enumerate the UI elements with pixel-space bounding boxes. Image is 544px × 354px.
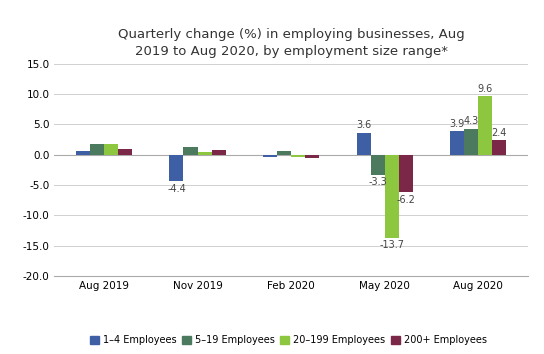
Bar bbox=[464, 129, 478, 155]
Text: 3.6: 3.6 bbox=[356, 120, 371, 131]
Bar bbox=[492, 140, 506, 155]
Bar bbox=[183, 148, 197, 155]
Text: 4.3: 4.3 bbox=[463, 116, 479, 126]
Bar bbox=[399, 155, 413, 192]
Text: 9.6: 9.6 bbox=[478, 84, 493, 94]
Text: 2.4: 2.4 bbox=[491, 128, 507, 138]
Bar bbox=[76, 150, 90, 155]
Text: -3.3: -3.3 bbox=[368, 177, 387, 187]
Bar bbox=[291, 155, 305, 156]
Bar bbox=[450, 131, 464, 155]
Bar bbox=[90, 144, 104, 155]
Bar bbox=[169, 155, 183, 182]
Bar bbox=[118, 149, 132, 155]
Title: Quarterly change (%) in employing businesses, Aug
2019 to Aug 2020, by employmen: Quarterly change (%) in employing busine… bbox=[118, 28, 465, 58]
Text: -4.4: -4.4 bbox=[167, 184, 186, 194]
Text: -6.2: -6.2 bbox=[396, 195, 415, 205]
Bar bbox=[104, 144, 118, 155]
Text: 3.9: 3.9 bbox=[449, 119, 465, 129]
Bar bbox=[385, 155, 399, 238]
Bar bbox=[356, 133, 370, 155]
Bar bbox=[263, 155, 277, 157]
Bar bbox=[277, 151, 291, 155]
Text: -13.7: -13.7 bbox=[379, 240, 404, 250]
Bar bbox=[212, 150, 226, 155]
Bar bbox=[478, 97, 492, 155]
Bar bbox=[370, 155, 385, 175]
Legend: 1–4 Employees, 5–19 Employees, 20–199 Employees, 200+ Employees: 1–4 Employees, 5–19 Employees, 20–199 Em… bbox=[86, 331, 491, 349]
Bar bbox=[197, 152, 212, 155]
Bar bbox=[305, 155, 319, 158]
